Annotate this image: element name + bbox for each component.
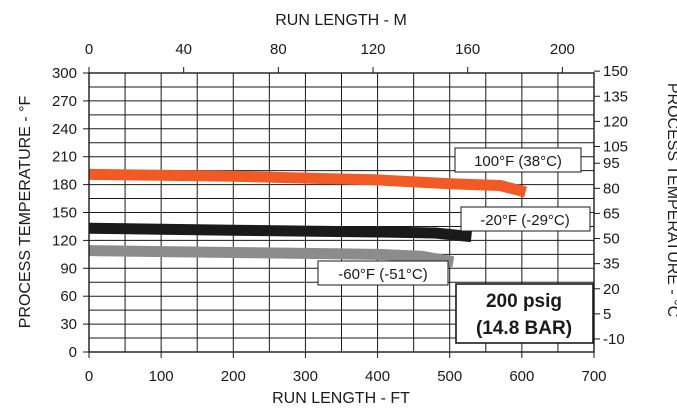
right-tick-label: 95 — [603, 155, 620, 172]
x-tick-label: 200 — [221, 368, 246, 385]
y-tick-label: 150 — [52, 205, 77, 222]
x-tick-label: 500 — [437, 368, 462, 385]
series-label-100f: 100°F (38°C) — [474, 153, 562, 170]
x-tick-label: 300 — [293, 368, 318, 385]
tick-labels: 0 100 200 300 400 500 600 700 0 40 80 120 160 200 0 30 6… — [52, 41, 628, 385]
right-tick-label: 20 — [603, 281, 620, 298]
top-tick-label: 0 — [85, 41, 93, 58]
y-tick-label: 90 — [60, 260, 77, 277]
pressure-bar: (14.8 BAR) — [476, 318, 572, 339]
right-tick-label: 50 — [603, 231, 620, 248]
top-axis-title: RUN LENGTH - M — [275, 12, 407, 29]
y-tick-label: 210 — [52, 149, 77, 166]
pressure-box — [455, 283, 594, 344]
x-tick-label: 600 — [509, 368, 534, 385]
y-tick-label: 30 — [60, 316, 77, 333]
y-tick-label: 270 — [52, 93, 77, 110]
y-tick-label: 60 — [60, 288, 77, 305]
y-tick-label: 180 — [52, 177, 77, 194]
bottom-axis-title: RUN LENGTH - FT — [272, 390, 410, 407]
right-tick-label: 5 — [603, 306, 611, 323]
series-lines — [88, 168, 527, 268]
top-tick-label: 160 — [455, 41, 480, 58]
label-box-minus60f — [317, 260, 449, 286]
y-tick-label: 240 — [52, 121, 77, 138]
series-line-0 — [88, 168, 527, 198]
right-tick-label: 105 — [603, 138, 628, 155]
right-tick-label: 135 — [603, 88, 628, 105]
right-tick-label: 80 — [603, 180, 620, 197]
pressure-psig: 200 psig — [486, 291, 562, 312]
right-axis-title: PROCESS TEMPERATURE - °C — [664, 83, 677, 317]
x-tick-label: 100 — [149, 368, 174, 385]
series-labels: 100°F (38°C) -20°F (-29°C) -60°F (-51°C) — [317, 147, 591, 286]
top-tick-label: 200 — [550, 41, 575, 58]
top-tick-label: 80 — [270, 41, 287, 58]
right-tick-label: 120 — [603, 113, 628, 130]
top-tick-label: 40 — [175, 41, 192, 58]
right-tick-label: -10 — [603, 331, 625, 348]
label-box-minus20f — [460, 206, 591, 232]
x-tick-label: 0 — [85, 368, 93, 385]
y-tick-label: 300 — [52, 65, 77, 82]
top-tick-label: 120 — [361, 41, 386, 58]
series-label-minus60f: -60°F (-51°C) — [338, 266, 428, 283]
y-tick-label: 120 — [52, 232, 77, 249]
series-line-1 — [88, 222, 472, 243]
y-tick-label: 0 — [69, 344, 77, 361]
series-label-minus20f: -20°F (-29°C) — [480, 212, 570, 229]
right-tick-label: 150 — [603, 63, 628, 80]
right-tick-label: 65 — [603, 205, 620, 222]
left-axis-title: PROCESS TEMPERATURE - °F — [17, 96, 34, 329]
pressure-annotation: 200 psig (14.8 BAR) — [455, 283, 594, 344]
label-box-100f — [454, 147, 582, 173]
right-tick-label: 35 — [603, 256, 620, 273]
x-tick-label: 400 — [365, 368, 390, 385]
series-line-2 — [88, 245, 455, 268]
x-tick-label: 700 — [581, 368, 606, 385]
